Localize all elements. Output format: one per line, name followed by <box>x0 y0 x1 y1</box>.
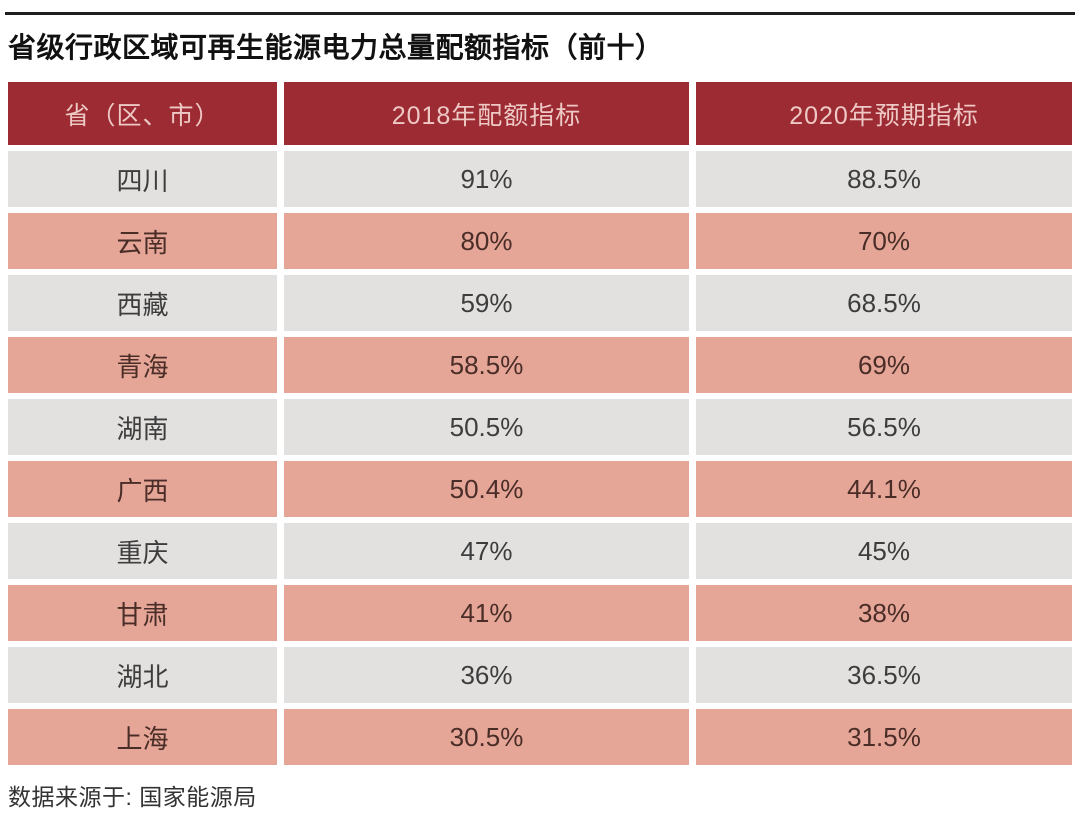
cell-2018-value: 47% <box>284 523 689 579</box>
cell-2018-value: 80% <box>284 213 689 269</box>
cell-province: 重庆 <box>8 523 277 579</box>
cell-2020-value: 45% <box>696 523 1072 579</box>
cell-2018-value: 50.4% <box>284 461 689 517</box>
cell-2020-value: 31.5% <box>696 709 1072 765</box>
cell-province: 四川 <box>8 151 277 207</box>
header-cell-2018: 2018年配额指标 <box>284 82 689 145</box>
cell-province: 广西 <box>8 461 277 517</box>
cell-2020-value: 36.5% <box>696 647 1072 703</box>
cell-province: 上海 <box>8 709 277 765</box>
source-note: 数据来源于: 国家能源局 <box>8 784 257 810</box>
page-title: 省级行政区域可再生能源电力总量配额指标（前十） <box>8 32 664 63</box>
quota-table: 省（区、市） 2018年配额指标 2020年预期指标 四川 91% 88.5% … <box>8 82 1072 765</box>
cell-2020-value: 38% <box>696 585 1072 641</box>
cell-province: 甘肃 <box>8 585 277 641</box>
cell-2020-value: 44.1% <box>696 461 1072 517</box>
cell-province: 湖南 <box>8 399 277 455</box>
cell-2018-value: 30.5% <box>284 709 689 765</box>
cell-2018-value: 50.5% <box>284 399 689 455</box>
cell-province: 云南 <box>8 213 277 269</box>
cell-2020-value: 68.5% <box>696 275 1072 331</box>
cell-2018-value: 59% <box>284 275 689 331</box>
cell-2018-value: 41% <box>284 585 689 641</box>
cell-province: 青海 <box>8 337 277 393</box>
cell-2018-value: 91% <box>284 151 689 207</box>
header-cell-2020: 2020年预期指标 <box>696 82 1072 145</box>
cell-province: 湖北 <box>8 647 277 703</box>
cell-2020-value: 69% <box>696 337 1072 393</box>
top-divider <box>5 12 1075 15</box>
cell-2020-value: 56.5% <box>696 399 1072 455</box>
cell-2020-value: 88.5% <box>696 151 1072 207</box>
header-cell-province: 省（区、市） <box>8 82 277 145</box>
cell-2018-value: 58.5% <box>284 337 689 393</box>
cell-2020-value: 70% <box>696 213 1072 269</box>
cell-province: 西藏 <box>8 275 277 331</box>
cell-2018-value: 36% <box>284 647 689 703</box>
